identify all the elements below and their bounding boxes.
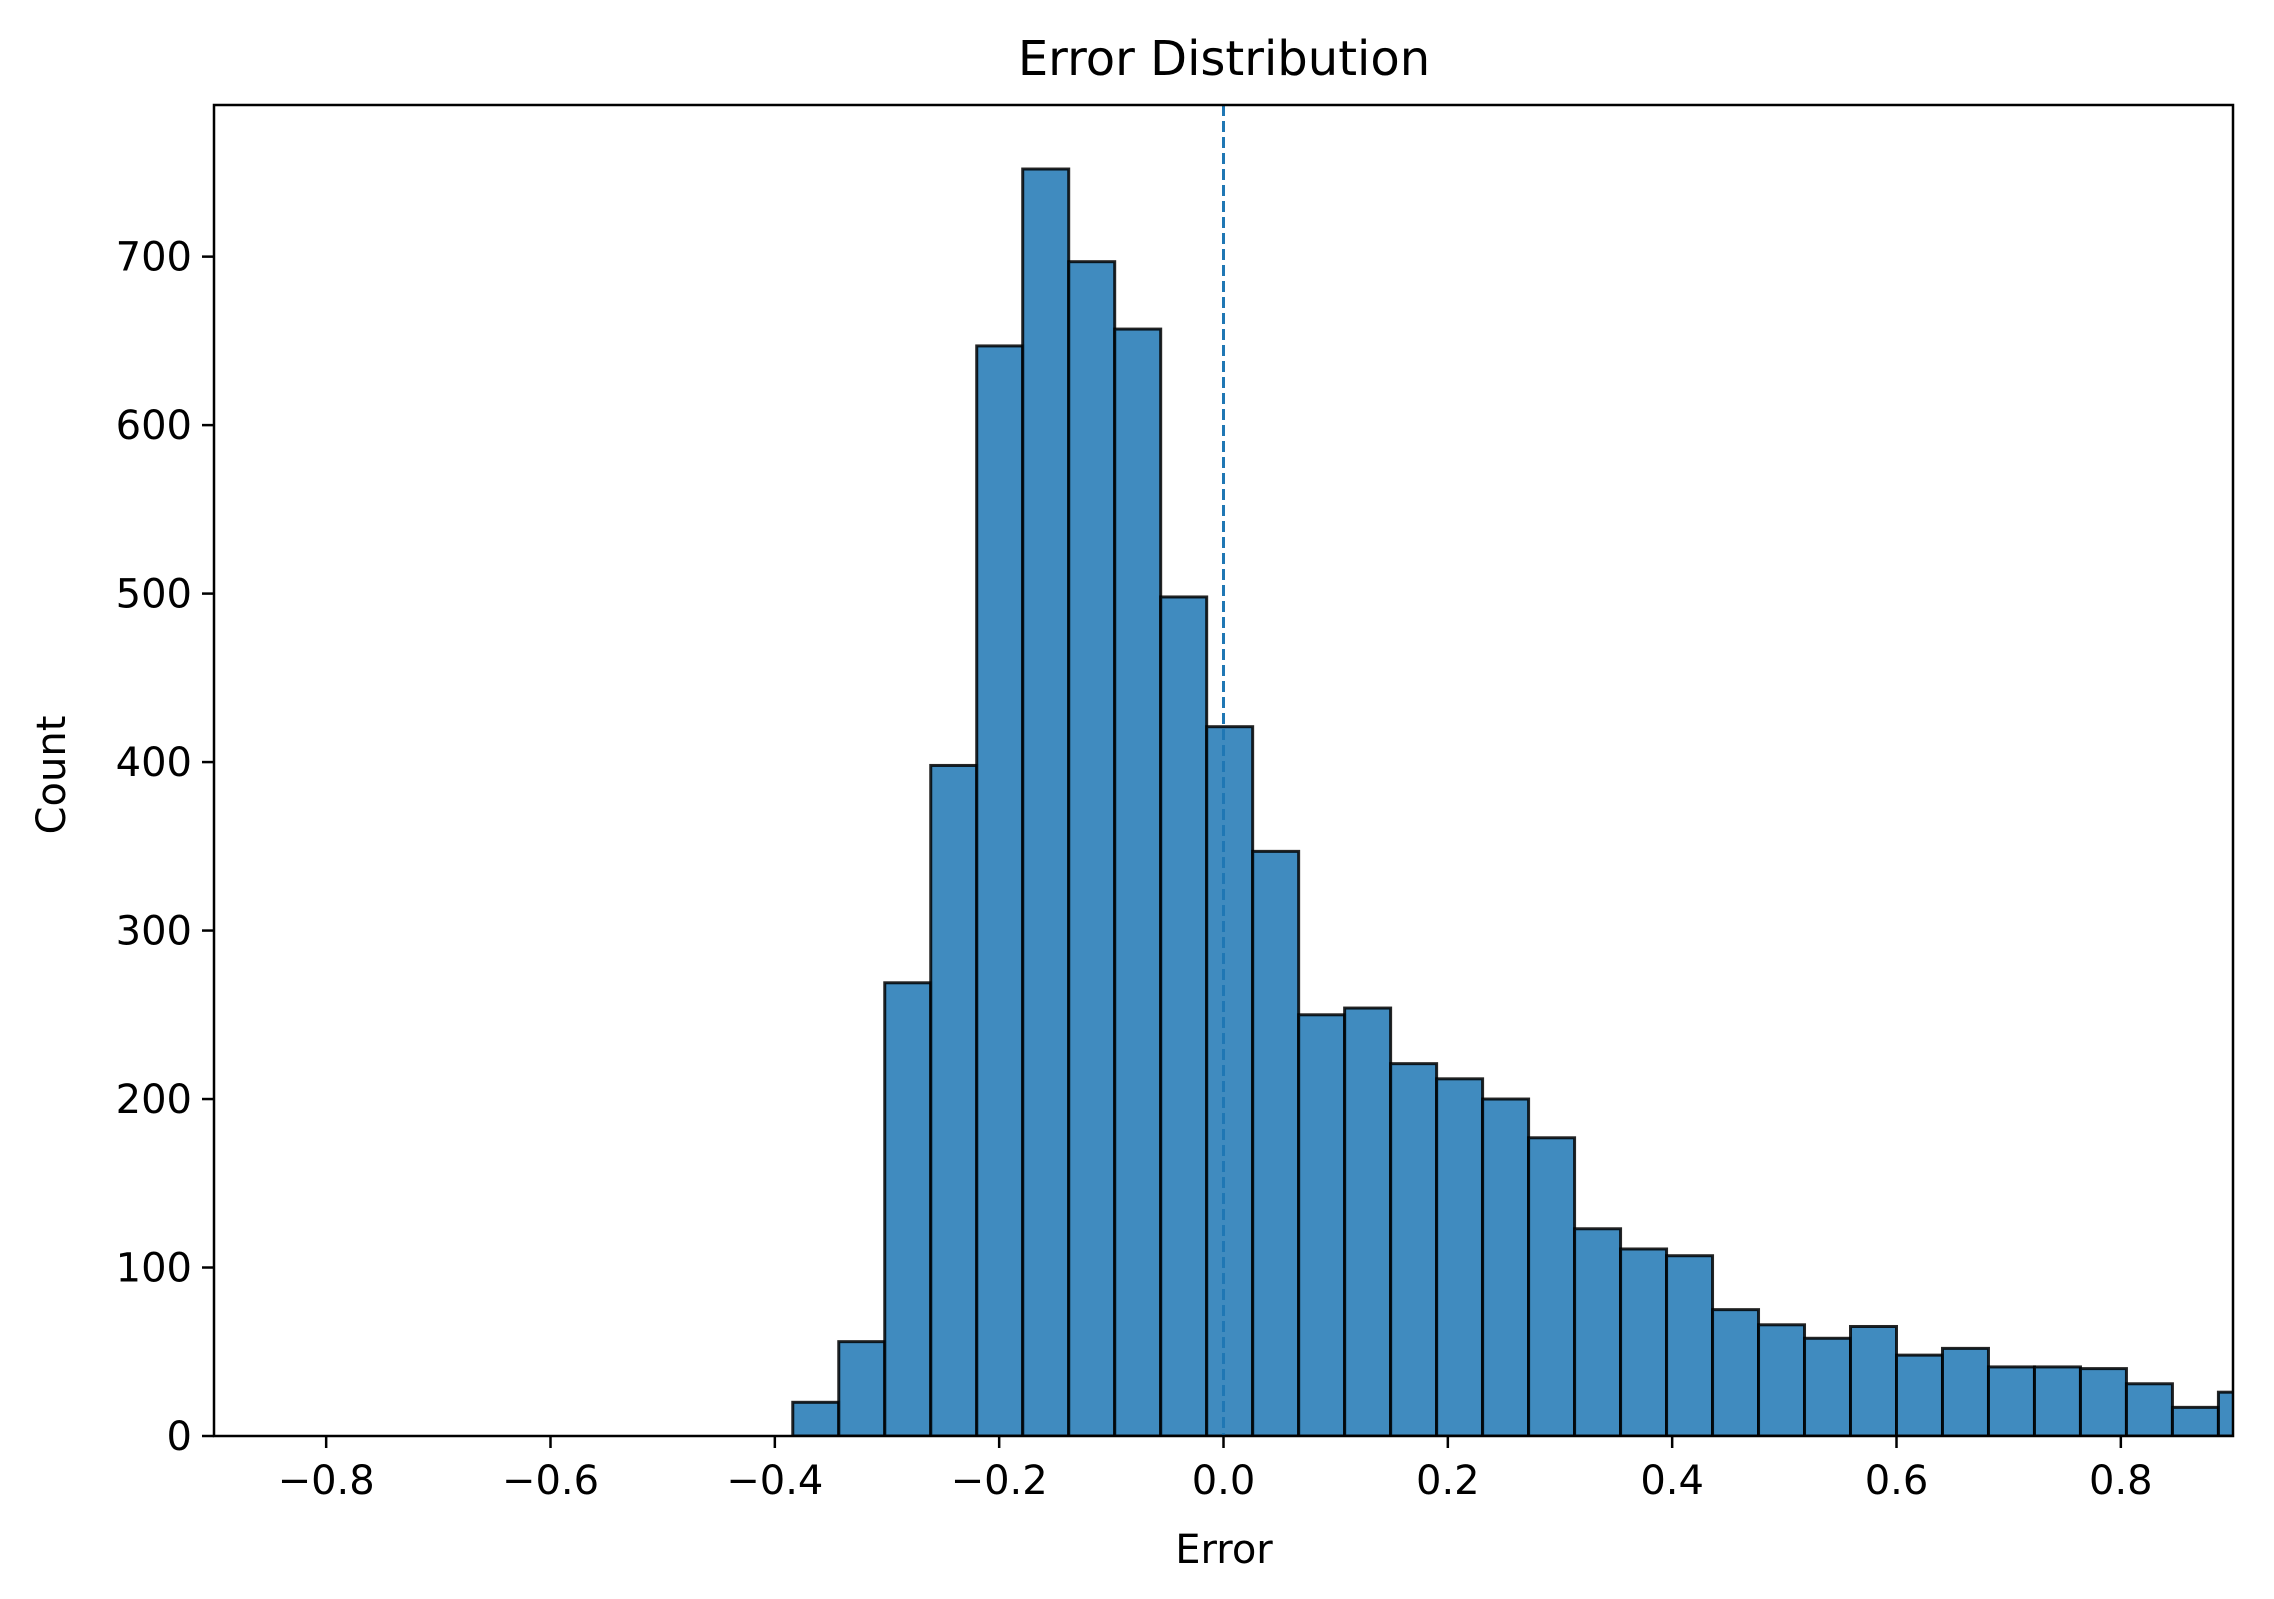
histogram-bar: [1986, 1365, 2036, 1436]
histogram-bar: [1297, 1013, 1347, 1436]
x-tick-label: −0.4: [726, 1458, 823, 1504]
x-tick-label: 0.2: [1416, 1458, 1480, 1504]
x-tick-label: 0.0: [1192, 1458, 1256, 1504]
histogram-bar: [2032, 1365, 2082, 1436]
histogram-bar: [1113, 327, 1163, 1436]
histogram-bar: [1481, 1097, 1531, 1436]
histogram-bar: [975, 344, 1025, 1436]
x-tick-label: 0.6: [1865, 1458, 1929, 1504]
y-tick-label: 200: [116, 1077, 192, 1123]
y-tick-label: 300: [116, 909, 192, 955]
histogram-bar: [837, 1340, 887, 1436]
histogram-bar: [1527, 1136, 1577, 1436]
y-tick-label: 100: [116, 1246, 192, 1292]
histogram-bar: [2078, 1367, 2128, 1436]
histogram-bar: [1343, 1006, 1393, 1436]
x-tick-label: 0.4: [1640, 1458, 1704, 1504]
histogram-bar: [1803, 1336, 1853, 1436]
histogram-bar: [1021, 167, 1071, 1436]
plot-frame: [212, 103, 2235, 1438]
y-tick-label: 400: [116, 740, 192, 786]
axes-layer: −0.8 −0.6 −0.4 −0.2 0.0 0.2 0.4 0.6 0.8 0 100 200 30…: [116, 235, 2153, 1504]
y-axis-label: Count: [29, 716, 75, 835]
histogram-bar: [1435, 1077, 1485, 1436]
bars-layer: [791, 167, 2233, 1436]
y-tick-label: 500: [116, 572, 192, 618]
histogram-bar: [2124, 1382, 2174, 1436]
histogram-bar: [1205, 725, 1255, 1436]
histogram-bar: [929, 763, 979, 1436]
histogram-bar: [2216, 1390, 2233, 1436]
histogram-bar: [1159, 595, 1209, 1436]
histogram-bar: [1849, 1324, 1899, 1436]
histogram-bar: [1940, 1346, 1990, 1436]
histogram-bar: [1757, 1323, 1807, 1436]
histogram-bar: [1251, 849, 1301, 1436]
histogram-bar: [1619, 1247, 1669, 1436]
chart-title: Error Distribution: [1018, 31, 1430, 87]
histogram-bar: [2170, 1405, 2220, 1436]
y-tick-label: 600: [116, 403, 192, 449]
y-tick-label: 0: [167, 1414, 192, 1460]
x-tick-label: −0.2: [951, 1458, 1048, 1504]
histogram-bar: [791, 1400, 841, 1436]
x-tick-label: 0.8: [2089, 1458, 2153, 1504]
histogram-bar: [1389, 1062, 1439, 1436]
y-tick-label: 700: [116, 235, 192, 281]
x-axis-label: Error: [1175, 1527, 1273, 1573]
histogram-bar: [1573, 1227, 1623, 1436]
histogram-bar: [1711, 1308, 1761, 1436]
x-tick-label: −0.8: [278, 1458, 375, 1504]
histogram-bar: [1895, 1353, 1944, 1436]
histogram-bar: [883, 981, 933, 1436]
x-tick-label: −0.6: [502, 1458, 599, 1504]
histogram-bar: [1665, 1254, 1715, 1436]
histogram-bar: [1067, 260, 1117, 1436]
